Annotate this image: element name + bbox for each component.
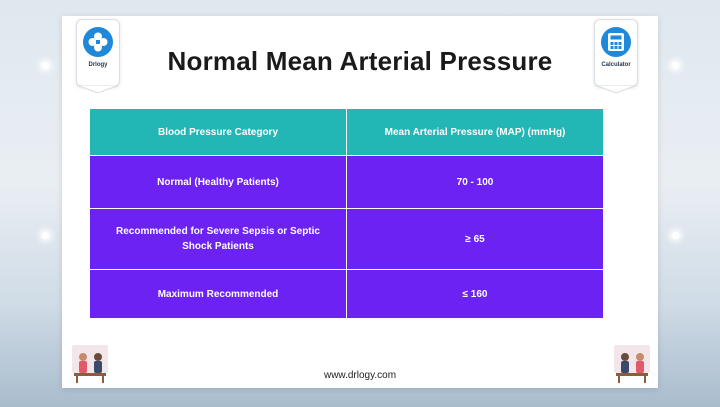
doctor-patient-illustration bbox=[72, 345, 108, 383]
map-value-cell: 70 - 100 bbox=[346, 155, 604, 209]
calculator-badge-label: Calculator bbox=[601, 62, 631, 68]
calculator-icon bbox=[601, 27, 631, 57]
calculator-badge[interactable]: Calculator bbox=[594, 19, 638, 93]
column-header-category: Blood Pressure Category bbox=[89, 108, 347, 156]
page-title: Normal Mean Arterial Pressure bbox=[167, 46, 553, 76]
drlogy-badge[interactable]: Drlogy bbox=[76, 19, 120, 93]
column-header-map: Mean Arterial Pressure (MAP) (mmHg) bbox=[346, 108, 604, 156]
background-sparkle bbox=[42, 62, 49, 69]
background-sparkle bbox=[42, 232, 49, 239]
map-value-cell: ≥ 65 bbox=[346, 208, 604, 270]
category-cell: Maximum Recommended bbox=[89, 269, 347, 319]
background-sparkle bbox=[672, 232, 679, 239]
drlogy-badge-label: Drlogy bbox=[88, 62, 108, 68]
map-table: Blood Pressure Category Mean Arterial Pr… bbox=[89, 108, 604, 319]
drlogy-logo-icon bbox=[83, 27, 113, 57]
category-cell: Recommended for Severe Sepsis or Septic … bbox=[89, 208, 347, 270]
doctor-patient-illustration bbox=[614, 345, 650, 383]
table-row: Recommended for Severe Sepsis or Septic … bbox=[89, 208, 604, 270]
table-row: Normal (Healthy Patients) 70 - 100 bbox=[89, 155, 604, 209]
footer-url[interactable]: www.drlogy.com bbox=[323, 370, 397, 381]
table-header-row: Blood Pressure Category Mean Arterial Pr… bbox=[89, 108, 604, 156]
info-card: Drlogy Calculator Normal Mean Arterial P… bbox=[62, 16, 658, 388]
badge-ribbon bbox=[595, 85, 637, 93]
category-cell: Normal (Healthy Patients) bbox=[89, 155, 347, 209]
badge-ribbon bbox=[77, 85, 119, 93]
table-row: Maximum Recommended ≤ 160 bbox=[89, 269, 604, 319]
map-value-cell: ≤ 160 bbox=[346, 269, 604, 319]
background-sparkle bbox=[672, 62, 679, 69]
